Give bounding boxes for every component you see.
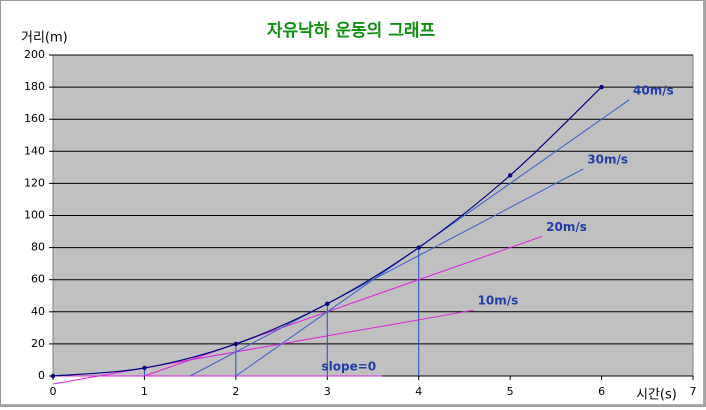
y-tick-label: 60 — [31, 273, 45, 286]
tangent-line — [189, 168, 584, 377]
tangent-line — [52, 309, 474, 385]
x-tick-label: 7 — [690, 385, 697, 398]
y-axis-label: 거리(m) — [21, 31, 68, 46]
y-tick-label: 100 — [24, 209, 45, 222]
y-tick-label: 200 — [24, 48, 45, 61]
x-axis-label: 시간(s) — [636, 388, 677, 403]
data-point — [233, 341, 239, 347]
tangent-label: slope=0 — [322, 360, 377, 374]
tangent-label: 30m/s — [587, 152, 628, 166]
tangent-label: 20m/s — [546, 220, 587, 234]
x-tick-label: 6 — [598, 385, 605, 398]
y-tick-label: 80 — [31, 241, 45, 254]
data-point — [507, 173, 513, 178]
y-tick-label: 120 — [24, 176, 45, 189]
x-tick-label: 0 — [50, 385, 57, 398]
y-tick-label: 180 — [24, 80, 45, 93]
chart-title: 자유낙하 운동의 그래프 — [267, 21, 436, 41]
data-point — [416, 245, 421, 250]
y-tick-label: 0 — [38, 369, 45, 382]
data-point — [142, 365, 147, 371]
x-tick-label: 5 — [507, 385, 514, 398]
x-tick-label: 1 — [141, 385, 148, 398]
y-tick-label: 140 — [24, 144, 45, 157]
x-tick-label: 2 — [232, 385, 239, 398]
x-tick-label: 4 — [415, 385, 422, 398]
data-point — [50, 373, 56, 379]
x-tick-label: 3 — [324, 385, 331, 398]
y-tick-label: 160 — [24, 112, 45, 125]
data-point — [325, 301, 330, 306]
y-tick-label: 20 — [31, 337, 45, 350]
data-point — [599, 84, 604, 90]
y-tick-label: 40 — [31, 305, 45, 318]
tangent-label: 40m/s — [633, 83, 674, 97]
tangent-label: 10m/s — [478, 294, 519, 308]
